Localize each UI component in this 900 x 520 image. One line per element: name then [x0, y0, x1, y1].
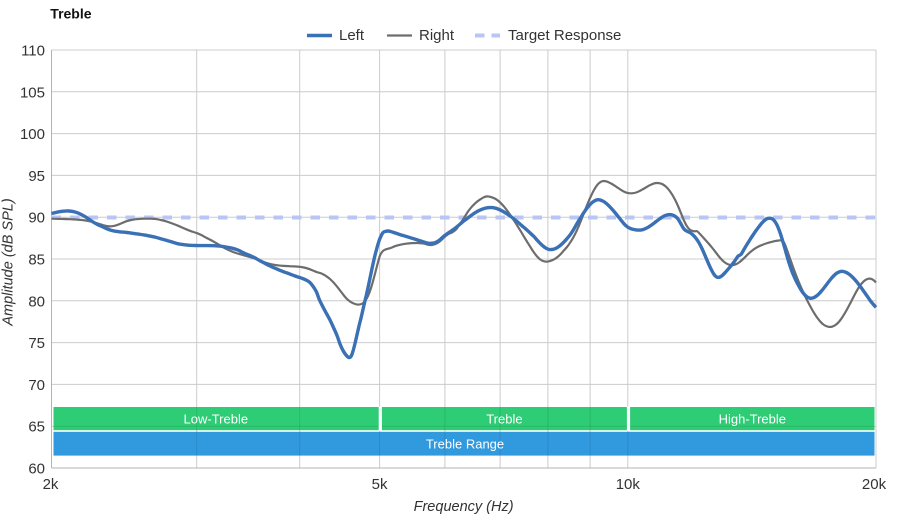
svg-text:Target Response: Target Response [508, 27, 621, 44]
svg-text:Left: Left [339, 27, 365, 44]
svg-text:20k: 20k [862, 476, 887, 493]
svg-text:Low-Treble: Low-Treble [184, 411, 249, 426]
svg-text:65: 65 [28, 419, 45, 436]
svg-text:High-Treble: High-Treble [719, 411, 786, 426]
svg-text:80: 80 [28, 293, 45, 310]
svg-text:85: 85 [28, 252, 45, 269]
svg-text:5k: 5k [372, 476, 388, 493]
svg-text:Treble: Treble [486, 411, 522, 426]
svg-text:70: 70 [28, 377, 45, 394]
svg-text:95: 95 [28, 168, 45, 185]
svg-text:60: 60 [28, 461, 45, 478]
svg-text:2k: 2k [43, 476, 59, 493]
svg-text:Treble Range: Treble Range [426, 436, 504, 451]
svg-text:Treble: Treble [50, 6, 91, 22]
svg-text:75: 75 [28, 335, 45, 352]
svg-text:110: 110 [21, 43, 45, 60]
svg-text:100: 100 [20, 126, 45, 143]
svg-text:Amplitude (dB SPL): Amplitude (dB SPL) [1, 198, 17, 326]
svg-text:10k: 10k [616, 476, 641, 493]
svg-text:Right: Right [419, 27, 455, 44]
svg-text:105: 105 [20, 84, 45, 101]
svg-text:90: 90 [28, 210, 45, 227]
svg-text:Frequency (Hz): Frequency (Hz) [414, 499, 514, 515]
